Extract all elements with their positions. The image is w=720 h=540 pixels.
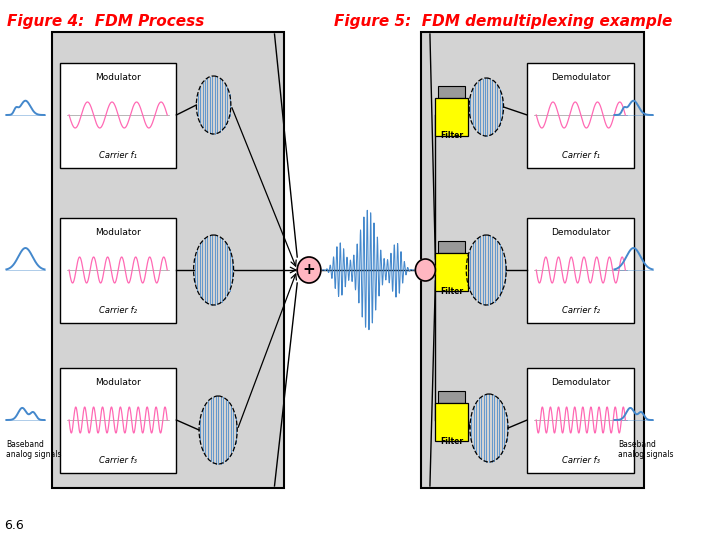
Bar — [52, 32, 284, 488]
Bar — [60, 63, 176, 168]
Circle shape — [415, 259, 436, 281]
Bar — [436, 98, 468, 136]
Bar — [436, 253, 468, 291]
Text: Filter: Filter — [440, 287, 463, 295]
Bar — [436, 403, 468, 441]
Text: Baseband
analog signals: Baseband analog signals — [618, 440, 674, 460]
Text: Carrier f₃: Carrier f₃ — [562, 456, 600, 465]
Bar — [420, 32, 644, 488]
Text: Carrier f₃: Carrier f₃ — [99, 456, 138, 465]
Bar — [527, 218, 634, 323]
FancyBboxPatch shape — [438, 241, 465, 253]
Text: Carrier f₂: Carrier f₂ — [99, 306, 138, 315]
Text: Figure 4:  FDM Process: Figure 4: FDM Process — [7, 14, 204, 29]
Text: Modulator: Modulator — [95, 73, 141, 82]
Text: Modulator: Modulator — [95, 228, 141, 237]
Text: Carrier f₁: Carrier f₁ — [562, 151, 600, 160]
Bar — [60, 368, 176, 473]
Text: Carrier f₁: Carrier f₁ — [99, 151, 138, 160]
Text: Demodulator: Demodulator — [552, 378, 611, 387]
Text: +: + — [302, 262, 315, 278]
FancyBboxPatch shape — [438, 391, 465, 403]
Bar — [527, 63, 634, 168]
Text: Demodulator: Demodulator — [552, 228, 611, 237]
FancyBboxPatch shape — [438, 86, 465, 98]
Text: Filter: Filter — [440, 132, 463, 140]
Text: Baseband
analog signals: Baseband analog signals — [6, 440, 62, 460]
Text: 6.6: 6.6 — [4, 519, 24, 532]
Text: Figure 5:  FDM demultiplexing example: Figure 5: FDM demultiplexing example — [335, 14, 673, 29]
Text: Filter: Filter — [440, 436, 463, 446]
Bar — [60, 218, 176, 323]
Text: Modulator: Modulator — [95, 378, 141, 387]
Text: Carrier f₂: Carrier f₂ — [562, 306, 600, 315]
Bar — [527, 368, 634, 473]
Text: Demodulator: Demodulator — [552, 73, 611, 82]
Circle shape — [297, 257, 321, 283]
